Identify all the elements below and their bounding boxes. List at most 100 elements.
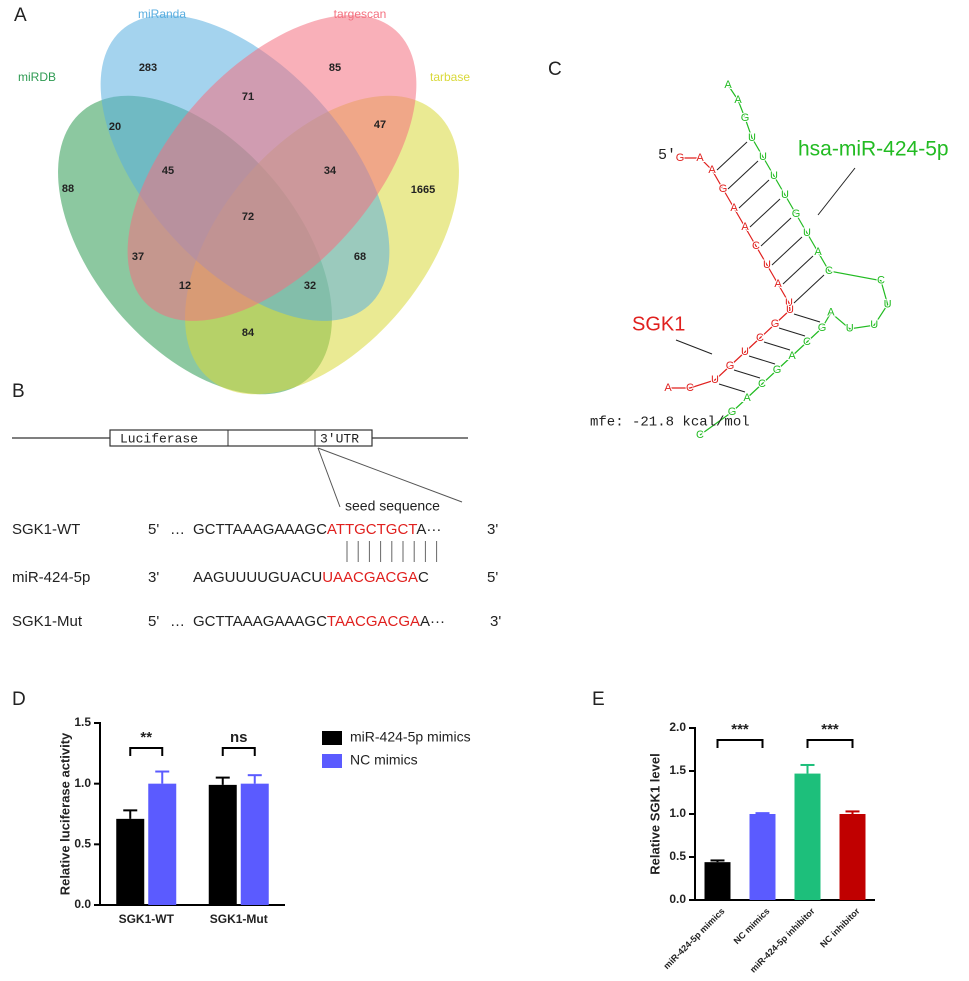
box-label: Luciferase <box>120 431 198 446</box>
target-name: SGK1 <box>632 313 685 335</box>
nucleotide: U <box>711 374 719 386</box>
row-name: SGK1-WT <box>12 521 80 538</box>
nucleotide: G <box>792 208 801 220</box>
venn-count: 34 <box>324 165 337 177</box>
significance-label: *** <box>731 721 749 738</box>
nucleotide: U <box>763 259 771 271</box>
nucleotide: U <box>741 346 749 358</box>
y-tick-label: 1.5 <box>669 763 686 777</box>
nucleotide: A <box>814 246 822 258</box>
base-pair <box>763 341 791 351</box>
venn-set <box>127 15 417 321</box>
venn-count: 12 <box>179 280 191 292</box>
y-tick-label: 0.0 <box>74 897 91 911</box>
nucleotide: G <box>728 406 737 418</box>
significance-bracket <box>221 747 256 756</box>
sequence-seed: TAACGACGA <box>327 613 420 630</box>
sequence-tail: C <box>418 569 429 586</box>
x-tick-label: miR-424-5p mimics <box>662 906 727 971</box>
nucleotide: A <box>724 79 732 91</box>
panel-label: A <box>14 5 27 26</box>
construct-diagram: Luciferase 3'UTR seed sequence SGK1-WT 5' … GC… <box>12 429 501 630</box>
nucleotide: A <box>774 278 782 290</box>
legend-swatch <box>322 731 342 745</box>
nucleotide: A <box>788 350 796 362</box>
strand <box>668 157 791 389</box>
nucleotide: U <box>803 227 811 239</box>
bar <box>704 862 731 900</box>
venn-diagram: miRanda targescan miRDB tarbase 283 85 20 71 47 8… <box>18 7 470 395</box>
bar <box>208 784 237 905</box>
construct-box <box>109 429 373 447</box>
nucleotide: U <box>786 304 794 316</box>
bar <box>749 814 776 900</box>
y-tick-label: 2.0 <box>669 720 686 734</box>
venn-count: 37 <box>132 251 144 263</box>
base-pair <box>748 355 776 365</box>
significance-bracket <box>716 739 764 748</box>
venn-count: 32 <box>304 280 316 292</box>
nucleotide: A <box>730 202 738 214</box>
base-pair <box>771 236 803 266</box>
base-pair <box>716 141 748 171</box>
sequence-seq: GCTTAAAGAAAGC <box>193 613 327 630</box>
end-label: 3' <box>487 521 498 538</box>
venn-set-label: tarbase <box>430 70 470 84</box>
significance-bracket <box>129 747 164 756</box>
sequence-tail: A··· <box>416 521 441 538</box>
nucleotide: A <box>664 382 672 394</box>
panel-label: B <box>12 381 25 402</box>
x-tick-label: SGK1-Mut <box>210 912 268 926</box>
nucleotide: G <box>818 322 827 334</box>
box-label: 3'UTR <box>320 431 359 446</box>
nucleotide: C <box>758 378 766 390</box>
nucleotide: G <box>771 318 780 330</box>
base-pair <box>778 327 806 337</box>
y-axis-label: Relative luciferase activity <box>57 732 72 895</box>
nucleotide: C <box>825 265 833 277</box>
venn-count: 68 <box>354 251 366 263</box>
zoom-line <box>317 447 463 503</box>
venn-set-label: miRDB <box>18 70 56 84</box>
nucleotide: U <box>870 319 878 331</box>
significance-label: ** <box>140 729 152 746</box>
end-label: 3' <box>490 613 501 630</box>
nucleotide: U <box>759 151 767 163</box>
y-tick-label: 1.0 <box>74 776 91 790</box>
legend-swatch <box>322 754 342 768</box>
base-pair <box>749 198 781 228</box>
mirna-name: hsa-miR-424-5p <box>798 138 949 161</box>
end-label: 5' <box>148 613 159 630</box>
nucleotide: A <box>827 307 835 319</box>
row-name: SGK1-Mut <box>12 613 83 630</box>
nucleotide: U <box>781 189 789 201</box>
x-tick-label: SGK1-WT <box>119 912 175 926</box>
sequence: GCTTAAAGAAAGCATTGCTGCTA··· <box>193 521 441 538</box>
nucleotide: A <box>741 221 749 233</box>
end-label: 3' <box>148 569 159 586</box>
bar <box>240 783 269 905</box>
x-tick-label: NC mimics <box>732 906 772 946</box>
sequence: GCTTAAAGAAAGCTAACGACGAA··· <box>193 613 445 630</box>
venn-count: 47 <box>374 119 386 131</box>
base-pair <box>782 255 814 285</box>
base-pair <box>738 179 770 209</box>
base-pair <box>793 274 825 304</box>
nucleotide: U <box>884 298 892 310</box>
venn-count: 84 <box>242 327 255 339</box>
strand <box>699 84 889 436</box>
nucleotide: C <box>877 275 885 287</box>
nucleotide: C <box>803 336 811 348</box>
panel-label: D <box>12 689 26 710</box>
bar <box>116 818 145 905</box>
bar <box>794 773 821 900</box>
nucleotide: C <box>696 429 704 441</box>
y-tick-label: 0.5 <box>669 849 686 863</box>
nucleotide: U <box>770 170 778 182</box>
legend-label: NC mimics <box>350 752 418 768</box>
venn-count: 71 <box>242 91 254 103</box>
venn-set-label: targescan <box>334 7 387 21</box>
venn-count: 85 <box>329 62 341 74</box>
